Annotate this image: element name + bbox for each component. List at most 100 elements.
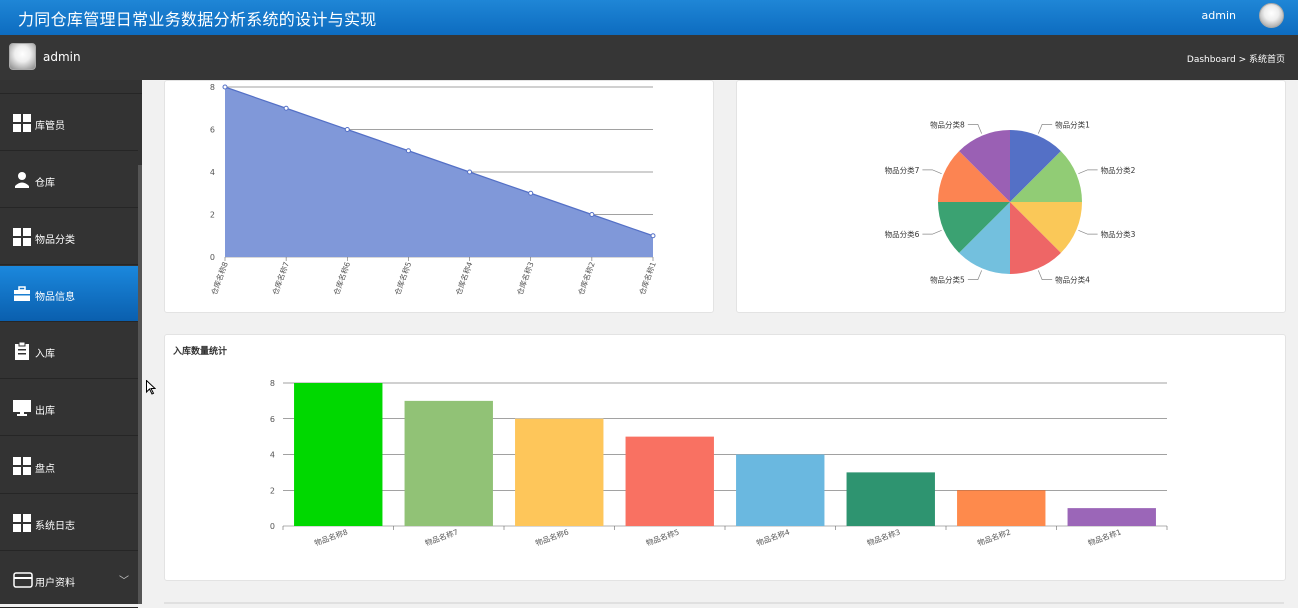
area-point[interactable] bbox=[650, 233, 656, 239]
grid-icon bbox=[13, 514, 31, 532]
bar-chart: 0 2 4 6 8 物品名称8 物品名称7 物品名称6 物品名称5 物品名称4 物品名称3 物品名称2… bbox=[270, 379, 1168, 548]
pie-slice[interactable] bbox=[959, 130, 1010, 202]
bar[interactable] bbox=[846, 472, 935, 526]
pie-slice-label: 物品分类3 bbox=[1101, 229, 1136, 239]
pie-slice-label: 物品分类5 bbox=[930, 275, 965, 285]
sidebar-scrollbar[interactable] bbox=[138, 165, 142, 604]
area-point[interactable] bbox=[528, 190, 534, 196]
pie-slice[interactable] bbox=[1010, 151, 1082, 202]
pie-label-line bbox=[967, 270, 983, 280]
sidebar-item-6[interactable]: 出库 bbox=[0, 380, 138, 436]
pie-slice-label: 物品分类7 bbox=[885, 165, 920, 175]
area-ytick-label: 8 bbox=[210, 83, 215, 92]
area-point[interactable] bbox=[589, 212, 595, 217]
pie-chart-panel: 物品分类1 物品分类2 物品分类3 物品分类4 物品分类5 物品分类6 物品分类7 物品分类8 bbox=[736, 80, 1286, 313]
pie-label-line bbox=[1078, 169, 1098, 175]
sidebar-item-label: 仓库 bbox=[35, 178, 55, 189]
area-ytick-label: 2 bbox=[210, 211, 215, 220]
sidebar-item-7[interactable]: 盘点 bbox=[0, 438, 138, 494]
pie-slice-label: 物品分类2 bbox=[1101, 165, 1136, 175]
pie-slice-label: 物品分类4 bbox=[1055, 275, 1090, 285]
area-fill bbox=[225, 87, 653, 257]
sidebar-item-9[interactable]: 用户资料 ﹀ bbox=[0, 552, 138, 608]
area-series-line bbox=[224, 86, 654, 237]
sub-header-bar: admin Dashboard > 系统首页 bbox=[0, 35, 1298, 80]
sidebar-item-label: 盘点 bbox=[35, 464, 55, 475]
bar-ytick-label: 2 bbox=[270, 486, 275, 495]
top-header-bar: 力同仓库管理日常业务数据分析系统的设计与实现 admin bbox=[0, 0, 1298, 35]
pie-label-line bbox=[922, 229, 942, 235]
bar-chart-panel: 入库数量统计 0 2 4 6 8 物品名称8 物品名称7 物品名称6 物品名称5 物品名称4 物品名… bbox=[164, 334, 1286, 581]
sidebar-item-label: 入库 bbox=[35, 349, 55, 360]
sidebar-item-5[interactable]: 入库 bbox=[0, 323, 138, 379]
area-point[interactable] bbox=[405, 148, 411, 154]
pie-slice[interactable] bbox=[1010, 202, 1082, 253]
pie-slice-label: 物品分类1 bbox=[1055, 119, 1090, 129]
clipboard-icon bbox=[13, 341, 31, 360]
sidebar-item-1[interactable]: 库管员 bbox=[0, 95, 138, 151]
bar[interactable] bbox=[736, 454, 825, 527]
pie-slice[interactable] bbox=[959, 202, 1010, 274]
area-point[interactable] bbox=[222, 84, 228, 90]
bar-xtick-label: 物品名称6 bbox=[534, 526, 570, 547]
area-point[interactable] bbox=[344, 127, 350, 132]
briefcase-icon bbox=[13, 285, 31, 303]
pie-slice-label: 物品分类6 bbox=[885, 229, 920, 239]
area-ytick-label: 4 bbox=[210, 168, 215, 177]
area-xtick-label: 仓库名称5 bbox=[392, 260, 413, 296]
breadcrumb[interactable]: Dashboard > 系统首页 bbox=[1186, 55, 1285, 65]
area-point[interactable] bbox=[283, 105, 289, 111]
bar[interactable] bbox=[1067, 508, 1156, 526]
bar[interactable] bbox=[625, 436, 714, 526]
area-xtick-label: 仓库名称4 bbox=[453, 260, 474, 296]
sidebar-username: admin bbox=[43, 50, 81, 64]
area-xtick-label: 仓库名称8 bbox=[209, 260, 230, 296]
sidebar-item-3[interactable]: 物品分类 bbox=[0, 209, 138, 265]
bar-xtick-label: 物品名称2 bbox=[976, 526, 1012, 547]
area-xtick-label: 仓库名称2 bbox=[575, 260, 596, 296]
area-xtick-label: 仓库名称7 bbox=[270, 260, 291, 296]
pie-slice[interactable] bbox=[938, 202, 1010, 253]
area-xtick-label: 仓库名称6 bbox=[331, 260, 352, 296]
grid-icon bbox=[13, 228, 31, 246]
bar-ytick-label: 0 bbox=[270, 522, 275, 531]
bar[interactable] bbox=[515, 418, 604, 526]
pie-label-line bbox=[922, 169, 942, 175]
sidebar-top-edge bbox=[0, 80, 142, 94]
area-chart: 0 2 4 6 8 仓库名称8 仓库名称7 仓库名称6 仓库名称5 仓库名称4 仓库名称3 仓库名称2… bbox=[209, 83, 658, 296]
pie-slice[interactable] bbox=[1010, 202, 1061, 274]
bar[interactable] bbox=[957, 490, 1046, 526]
bar-ytick-label: 4 bbox=[270, 451, 275, 460]
area-ytick-label: 0 bbox=[210, 253, 215, 262]
header-avatar[interactable] bbox=[1259, 3, 1284, 28]
bar-xtick-label: 物品名称3 bbox=[865, 526, 901, 547]
pie-chart: 物品分类1 物品分类2 物品分类3 物品分类4 物品分类5 物品分类6 物品分类7 物品分类8 bbox=[885, 119, 1136, 285]
user-icon bbox=[13, 171, 31, 189]
area-xtick-label: 仓库名称1 bbox=[637, 260, 658, 296]
sidebar-item-label: 物品信息 bbox=[35, 292, 75, 303]
sidebar: 库管员仓库物品分类物品信息入库出库盘点系统日志用户资料 ﹀ bbox=[0, 80, 142, 608]
sidebar-item-4[interactable]: 物品信息 bbox=[0, 266, 138, 322]
grid-icon bbox=[13, 114, 31, 132]
chevron-down-icon[interactable]: ﹀ bbox=[119, 576, 129, 587]
sidebar-item-label: 系统日志 bbox=[35, 521, 75, 532]
mouse-cursor-icon bbox=[146, 380, 156, 395]
sidebar-item-label: 出库 bbox=[35, 406, 55, 417]
bar[interactable] bbox=[404, 400, 493, 526]
pie-label-line bbox=[1037, 124, 1053, 134]
sidebar-item-label: 用户资料 bbox=[35, 578, 75, 589]
bar-chart-title: 入库数量统计 bbox=[173, 347, 228, 357]
header-username[interactable]: admin bbox=[1201, 9, 1236, 22]
sidebar-item-8[interactable]: 系统日志 bbox=[0, 495, 138, 551]
monitor-icon bbox=[13, 399, 31, 417]
area-point[interactable] bbox=[467, 169, 473, 175]
bar[interactable] bbox=[294, 383, 383, 526]
sidebar-item-label: 库管员 bbox=[35, 121, 65, 132]
area-xtick-label: 仓库名称3 bbox=[514, 260, 535, 296]
bar-ytick-label: 6 bbox=[270, 415, 275, 424]
sidebar-item-2[interactable]: 仓库 bbox=[0, 152, 138, 208]
pie-label-line bbox=[967, 124, 983, 134]
area-chart-panel: 0 2 4 6 8 仓库名称8 仓库名称7 仓库名称6 仓库名称5 仓库名称4 仓库名称3 仓库名称2… bbox=[164, 80, 714, 313]
pie-slice[interactable] bbox=[938, 151, 1010, 202]
pie-slice[interactable] bbox=[1010, 130, 1061, 202]
